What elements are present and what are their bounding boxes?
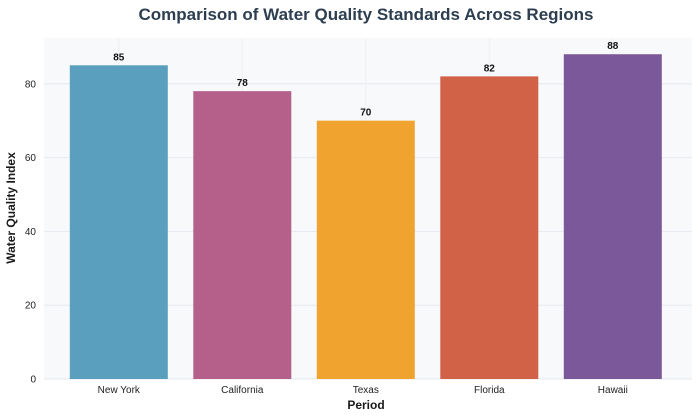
y-tick-labels: 0 20 40 60 80	[25, 79, 37, 385]
bar-value-label: 85	[113, 52, 125, 63]
y-tick-label: 60	[25, 153, 37, 164]
x-tick-label: California	[221, 385, 264, 396]
bar-value-label: 70	[360, 108, 372, 119]
x-tick-label: Texas	[353, 385, 379, 396]
bar-value-label: 78	[237, 78, 249, 89]
y-tick-label: 40	[25, 227, 37, 238]
bar-value-label: 82	[484, 63, 496, 74]
bar	[69, 65, 168, 380]
x-tick-label: Hawaii	[598, 385, 628, 396]
x-tick-label: Florida	[474, 385, 505, 396]
bar	[193, 91, 292, 380]
bar	[563, 54, 662, 379]
bars	[69, 54, 662, 380]
x-tick-labels: New York California Texas Florida Hawaii	[98, 385, 628, 396]
bar	[316, 120, 415, 380]
x-axis-label: Period	[347, 398, 384, 412]
data-labels: 85 78 70 82 88	[113, 41, 619, 118]
x-tick-label: New York	[98, 385, 141, 396]
y-tick-label: 0	[30, 375, 36, 386]
bar-value-label: 88	[607, 41, 619, 52]
y-tick-label: 80	[25, 79, 37, 90]
y-tick-label: 20	[25, 301, 37, 312]
bar	[440, 76, 539, 379]
y-axis-label: Water Quality Index	[4, 152, 18, 264]
chart-title: Comparison of Water Quality Standards Ac…	[139, 5, 594, 24]
